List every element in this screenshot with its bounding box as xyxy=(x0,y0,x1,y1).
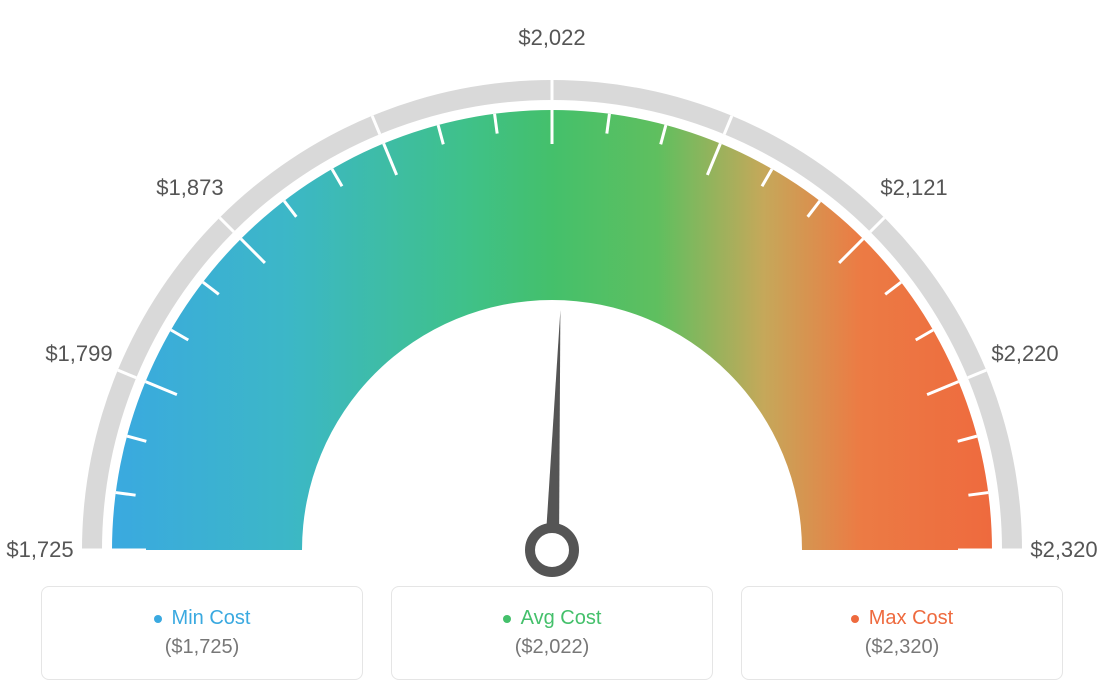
gauge-needle xyxy=(545,310,560,550)
legend-value-avg: ($2,022) xyxy=(515,636,590,659)
gauge-tick-label: $2,320 xyxy=(1030,537,1097,563)
gauge-needle-base xyxy=(530,528,574,572)
dot-icon xyxy=(851,615,859,623)
gauge-tick-label: $1,725 xyxy=(6,537,73,563)
legend-title-min: Min Cost xyxy=(154,607,251,630)
legend-title-avg: Avg Cost xyxy=(503,607,602,630)
legend-card-min: Min Cost ($1,725) xyxy=(41,586,363,680)
legend-value-min: ($1,725) xyxy=(165,636,240,659)
gauge-container: $1,725 $1,799 $1,873 $2,022 $2,121 $2,220 $2,3… xyxy=(0,0,1104,560)
legend-card-max: Max Cost ($2,320) xyxy=(741,586,1063,680)
legend-card-avg: Avg Cost ($2,022) xyxy=(391,586,713,680)
legend-title-max: Max Cost xyxy=(851,607,953,630)
gauge-tick-label: $1,873 xyxy=(156,175,223,201)
gauge-tick-label: $2,220 xyxy=(991,341,1058,367)
legend-label: Avg Cost xyxy=(521,607,602,630)
dot-icon xyxy=(503,615,511,623)
legend-row: Min Cost ($1,725) Avg Cost ($2,022) Max … xyxy=(0,586,1104,680)
gauge-svg xyxy=(0,30,1104,590)
legend-label: Min Cost xyxy=(172,607,251,630)
dot-icon xyxy=(154,615,162,623)
gauge-tick-label: $2,022 xyxy=(518,25,585,51)
gauge-tick-label: $2,121 xyxy=(880,175,947,201)
legend-value-max: ($2,320) xyxy=(865,636,940,659)
gauge-tick-label: $1,799 xyxy=(45,341,112,367)
legend-label: Max Cost xyxy=(869,607,953,630)
